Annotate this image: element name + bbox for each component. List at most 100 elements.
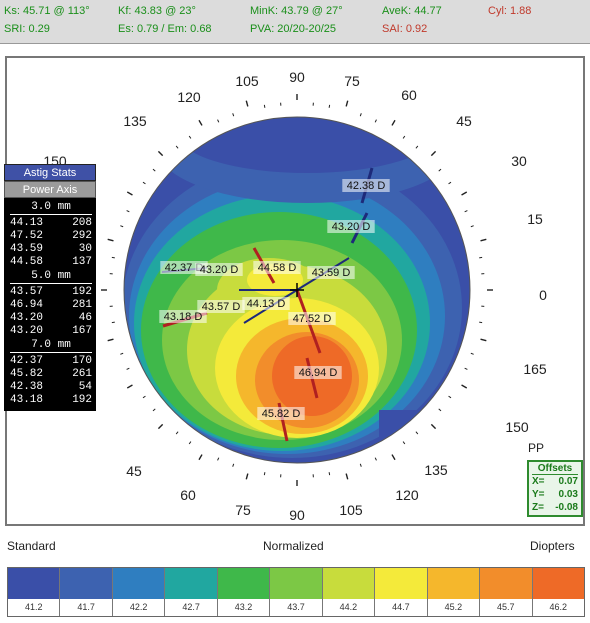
tick-mark — [359, 113, 362, 117]
tick-mark — [328, 472, 331, 476]
tick-mark — [402, 135, 406, 139]
tick-mark — [157, 150, 164, 157]
units-diopters[interactable]: Diopters — [530, 539, 575, 553]
tick-mark — [217, 457, 220, 461]
degree-ticks — [101, 94, 493, 486]
tick-mark — [480, 338, 487, 342]
cyl-value: Cyl: 1.88 — [488, 5, 532, 17]
svg-text:44.58 D: 44.58 D — [258, 262, 297, 274]
astig-stats-table: 3.0 mm 44.13 208 47.52 292 43.59 30 44.58 137 5.0… — [4, 198, 96, 411]
tick-mark — [152, 408, 156, 412]
tick-mark — [232, 463, 235, 467]
stats-row: 42.37 170 — [10, 355, 92, 367]
tick-mark — [345, 473, 349, 480]
tick-mark — [245, 100, 249, 107]
scale-swatch — [165, 568, 217, 599]
svg-text:46.94 D: 46.94 D — [299, 367, 338, 379]
scale-cell: 46.2 — [532, 568, 584, 616]
tick-mark — [263, 104, 266, 108]
axis-label: 30 — [511, 153, 527, 169]
axis-label: 120 — [395, 487, 419, 503]
tick-mark — [107, 338, 114, 342]
stats-row: 44.58 137 — [10, 256, 92, 268]
tick-mark — [470, 352, 474, 355]
scale-swatch — [427, 568, 480, 599]
tick-mark — [359, 463, 362, 467]
svg-text:44.13 D: 44.13 D — [247, 298, 286, 310]
tick-mark — [232, 113, 235, 117]
scale-value: 43.7 — [270, 599, 322, 616]
scale-cell: 43.7 — [270, 568, 323, 616]
tick-mark — [448, 181, 452, 185]
scale-swatch — [60, 568, 112, 599]
axis-label: 75 — [235, 502, 251, 518]
scale-value: 45.7 — [480, 599, 532, 616]
tick-mark — [157, 423, 164, 430]
astig-stats-panel: Astig Stats Power Axis 3.0 mm 44.13 208 47.… — [4, 164, 96, 411]
tick-mark — [480, 238, 487, 242]
tick-mark — [107, 238, 114, 242]
svg-text:43.57 D: 43.57 D — [202, 301, 241, 313]
axis-label: 105 — [235, 73, 259, 89]
tick-mark — [217, 119, 220, 123]
offset-z: Z= -0.08 — [532, 502, 578, 513]
axis-label: 105 — [339, 502, 363, 518]
scale-swatch — [270, 568, 322, 599]
tick-mark — [464, 367, 468, 370]
tick-mark — [175, 145, 179, 149]
scale-cell: 44.7 — [375, 568, 428, 616]
astig-stats-button[interactable]: Astig Stats — [4, 164, 96, 181]
power-axis-header[interactable]: Power Axis — [4, 181, 96, 198]
zone-header: 5.0 mm — [10, 270, 92, 284]
tick-mark — [479, 321, 483, 324]
pva-value: PVA: 20/20-20/25 — [250, 23, 337, 35]
offset-y: Y= 0.03 — [532, 489, 578, 500]
stats-row: 43.57 192 — [10, 286, 92, 298]
astig-label: 44.13 D — [242, 297, 290, 310]
stats-row: 44.13 208 — [10, 217, 92, 229]
svg-text:42.38 D: 42.38 D — [347, 180, 386, 192]
color-scale-legend: 41.2 41.7 42.2 42.7 43.2 43.7 44.2 44.7 45.2 45.7… — [7, 567, 585, 617]
axis-label: 90 — [289, 69, 305, 85]
scale-swatch — [322, 568, 375, 599]
tick-mark — [374, 457, 377, 461]
svg-text:43.59 D: 43.59 D — [312, 267, 351, 279]
scale-cell: 44.2 — [322, 568, 376, 616]
scale-cell: 42.7 — [165, 568, 218, 616]
scale-cell: 41.7 — [60, 568, 113, 616]
tick-mark — [448, 395, 452, 399]
zone-header: 3.0 mm — [10, 201, 92, 215]
axis-label: 60 — [401, 87, 417, 103]
tick-mark — [142, 395, 146, 399]
axis-label: 75 — [344, 73, 360, 89]
kf-value: Kf: 43.83 @ 23° — [118, 5, 196, 17]
scale-value: 44.7 — [375, 599, 427, 616]
tick-mark — [391, 119, 396, 126]
stats-row: 45.82 261 — [10, 368, 92, 380]
tick-mark — [175, 431, 179, 435]
scale-value: 42.2 — [112, 599, 165, 616]
scale-swatch — [217, 568, 270, 599]
zone-header: 7.0 mm — [10, 339, 92, 353]
es-em-value: Es: 0.79 / Em: 0.68 — [118, 23, 212, 35]
scale-swatch — [112, 568, 165, 599]
scale-value: 43.2 — [217, 599, 270, 616]
tick-mark — [111, 256, 115, 259]
scale-cell: 42.2 — [112, 568, 166, 616]
scale-value: 42.7 — [165, 599, 217, 616]
axis-label: 45 — [126, 463, 142, 479]
axis-label: 60 — [180, 487, 196, 503]
tick-mark — [111, 321, 115, 324]
tick-mark — [245, 473, 249, 480]
tick-mark — [328, 104, 331, 108]
astig-label: 47.52 D — [288, 312, 336, 325]
tick-mark — [198, 119, 203, 126]
scale-type-normalized[interactable]: Normalized — [263, 539, 324, 553]
topography-map-frame: 105 90 75 120 60 135 45 150 30 15 0 165 150 135 45 60 12… — [5, 56, 585, 526]
stats-row: 47.52 292 — [10, 230, 92, 242]
tick-mark — [479, 256, 483, 259]
scale-type-standard[interactable]: Standard — [7, 539, 56, 553]
tick-mark — [374, 119, 377, 123]
axis-label: 90 — [289, 507, 305, 523]
